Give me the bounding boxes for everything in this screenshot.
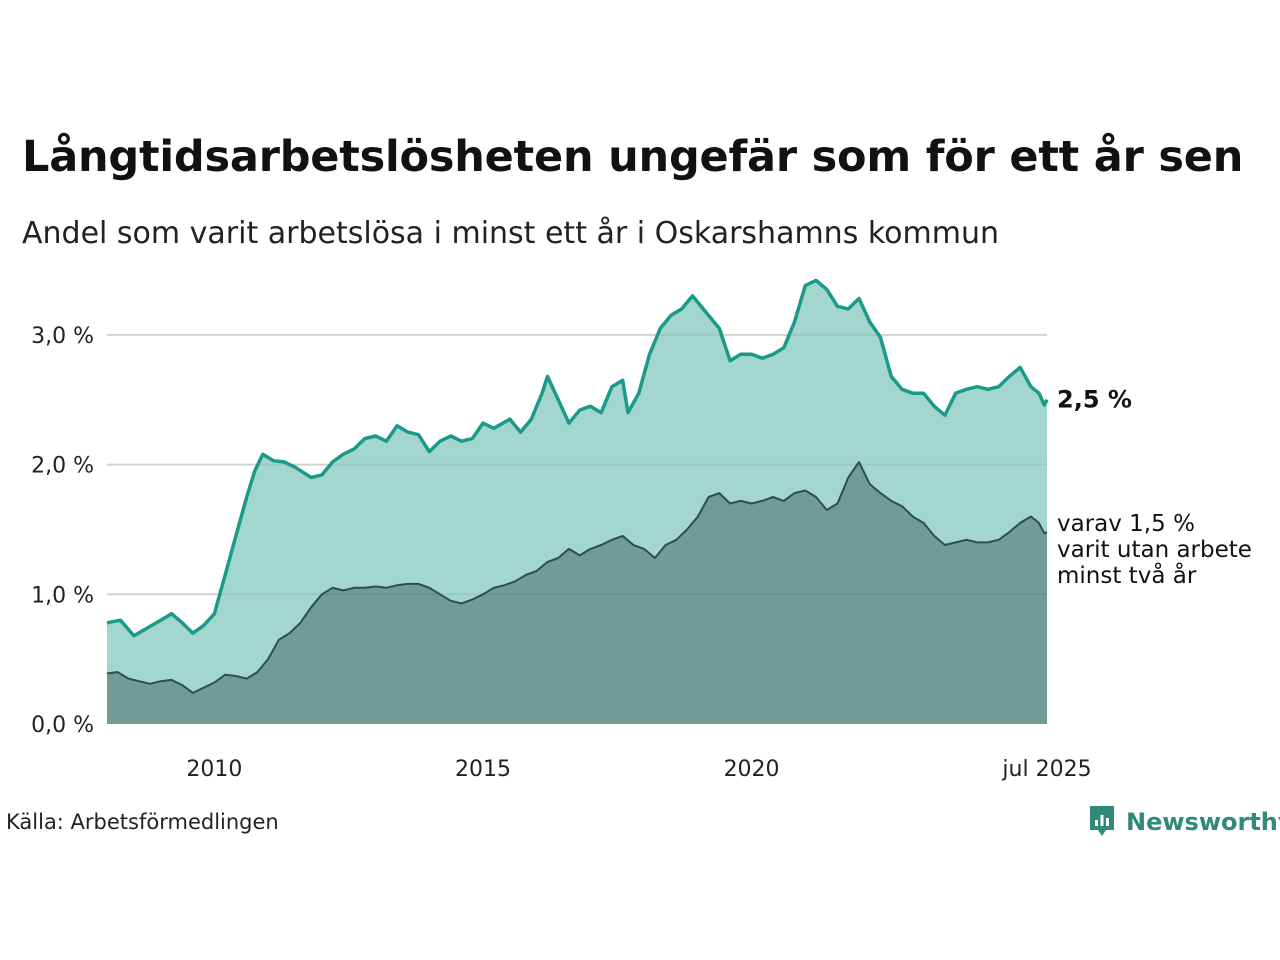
- ytick-label-1: 1,0 %: [31, 583, 94, 608]
- ytick-label-0: 0,0 %: [31, 713, 94, 738]
- xtick-label-1: 2015: [455, 757, 511, 782]
- xtick-label-0: 2010: [186, 757, 242, 782]
- ytick-label-3: 3,0 %: [31, 324, 94, 349]
- logo-text: Newsworthy: [1126, 808, 1280, 836]
- xtick-label-2: 2020: [724, 757, 780, 782]
- xtick-label-3: jul 2025: [1001, 757, 1091, 782]
- axis-labels: 0,0 % 1,0 % 2,0 % 3,0 % 2010 2015 2020 jul 2025: [31, 324, 1091, 782]
- chart-subtitle: Andel som varit arbetslösa i minst ett å…: [22, 216, 999, 251]
- chart-title: Långtidsarbetslösheten ungefär som för e…: [22, 132, 1244, 182]
- end-label-long-line-3: minst två år: [1057, 561, 1197, 589]
- area-layer: [106, 278, 1049, 724]
- source-note: Källa: Arbetsförmedlingen: [6, 810, 279, 834]
- end-label-total: 2,5 %: [1057, 386, 1132, 414]
- end-label-long-line-1: varav 1,5 %: [1057, 511, 1195, 537]
- end-label-long-line-2: varit utan arbete: [1057, 537, 1252, 563]
- ytick-label-2: 2,0 %: [31, 454, 94, 479]
- chat-bar-chart-icon: [1090, 806, 1114, 836]
- line-total: [106, 278, 1049, 638]
- area-long-term: [107, 462, 1047, 724]
- newsworthy-logo: Newsworthy: [1088, 804, 1280, 840]
- line-long-term: [106, 461, 1048, 694]
